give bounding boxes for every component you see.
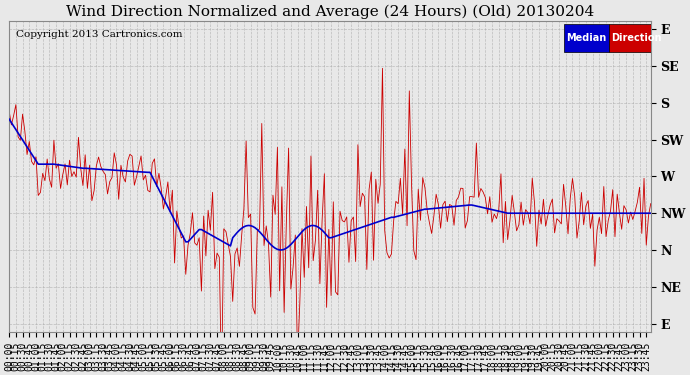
FancyBboxPatch shape — [609, 24, 664, 52]
Text: Copyright 2013 Cartronics.com: Copyright 2013 Cartronics.com — [16, 30, 182, 39]
FancyBboxPatch shape — [564, 24, 609, 52]
Text: Median: Median — [566, 33, 607, 43]
Text: Direction: Direction — [611, 33, 662, 43]
Title: Wind Direction Normalized and Average (24 Hours) (Old) 20130204: Wind Direction Normalized and Average (2… — [66, 4, 594, 18]
